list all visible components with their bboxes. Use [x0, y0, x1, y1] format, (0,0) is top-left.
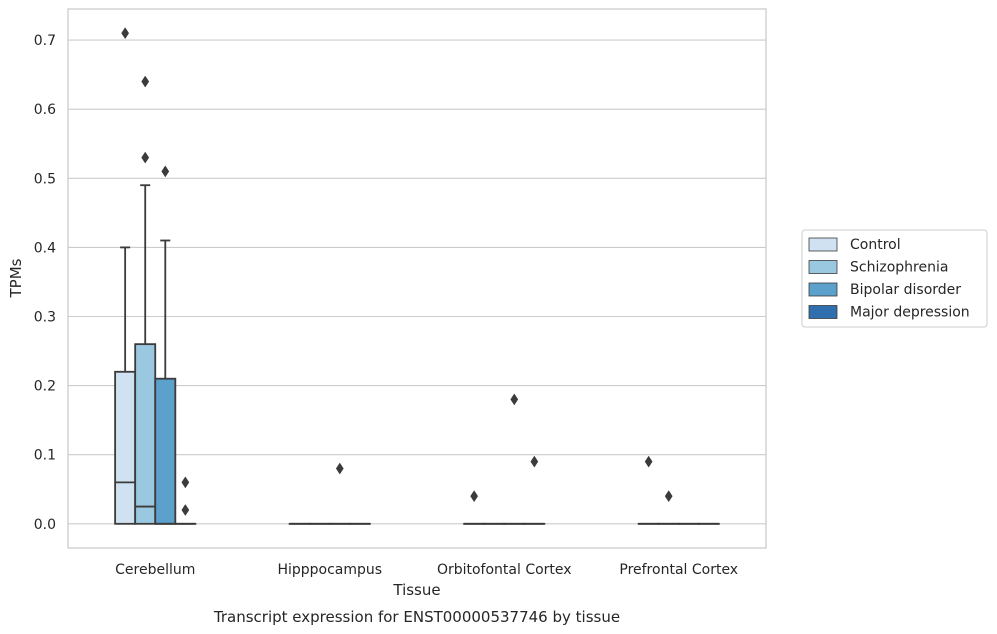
legend-swatch	[808, 305, 838, 319]
box-2-3	[523, 455, 546, 525]
y-tick-label: 0.3	[34, 310, 56, 326]
outlier-point	[121, 27, 130, 40]
box-body	[134, 343, 157, 525]
outlier-point	[141, 151, 150, 164]
y-tick-label: 0.0	[34, 517, 56, 533]
x-tick-label: Cerebellum	[115, 562, 195, 578]
y-axis-ticks: 0.0 0.1 0.2 0.3 0.4 0.5 0.6 0.7	[34, 33, 56, 533]
plot-area-frame	[67, 8, 767, 549]
x-tick-label: Prefrontal Cortex	[619, 562, 738, 578]
legend-label: Major depression	[850, 305, 970, 321]
legend-label: Control	[850, 237, 901, 253]
legend-swatch	[808, 282, 838, 297]
y-axis-title: TPMs	[7, 258, 25, 298]
outlier-point	[644, 455, 653, 468]
outlier-point	[181, 504, 190, 516]
legend: Control Schizophrenia Bipolar disorder Majo…	[801, 229, 988, 328]
legend-label: Bipolar disorder	[850, 282, 961, 298]
y-tick-label: 0.7	[34, 33, 56, 49]
outlier-point	[181, 476, 190, 489]
box-0-1	[134, 75, 157, 525]
legend-frame	[801, 229, 988, 328]
outlier-point	[530, 455, 539, 468]
y-tick-label: 0.4	[34, 240, 56, 256]
box-1-2	[328, 462, 351, 525]
boxes	[114, 27, 720, 525]
legend-label: Schizophrenia	[850, 260, 948, 276]
x-axis-title: Tissue	[392, 581, 440, 599]
outlier-point	[664, 490, 673, 503]
outlier-point	[161, 165, 170, 178]
box-2-2	[503, 393, 526, 525]
outlier-point	[510, 393, 519, 406]
outlier-point	[335, 462, 344, 475]
legend-swatch	[808, 260, 838, 274]
x-tick-label: Orbitofontal Cortex	[437, 562, 572, 578]
y-tick-label: 0.1	[34, 448, 56, 464]
y-tick-label: 0.2	[34, 379, 56, 395]
box-0-3	[174, 476, 197, 525]
outlier-point	[141, 75, 150, 88]
box-0-2	[154, 165, 177, 525]
outlier-point	[470, 490, 479, 503]
box-body	[114, 370, 137, 525]
y-tick-label: 0.6	[34, 102, 56, 118]
x-tick-label: Hipppocampus	[277, 562, 382, 578]
y-tick-label: 0.5	[34, 171, 56, 187]
legend-swatch	[808, 237, 838, 252]
x-axis-ticks: Cerebellum Hipppocampus Orbitofontal Corte…	[115, 562, 738, 578]
box-body	[154, 377, 177, 525]
chart-caption: Transcript expression for ENST0000053774…	[213, 608, 620, 626]
